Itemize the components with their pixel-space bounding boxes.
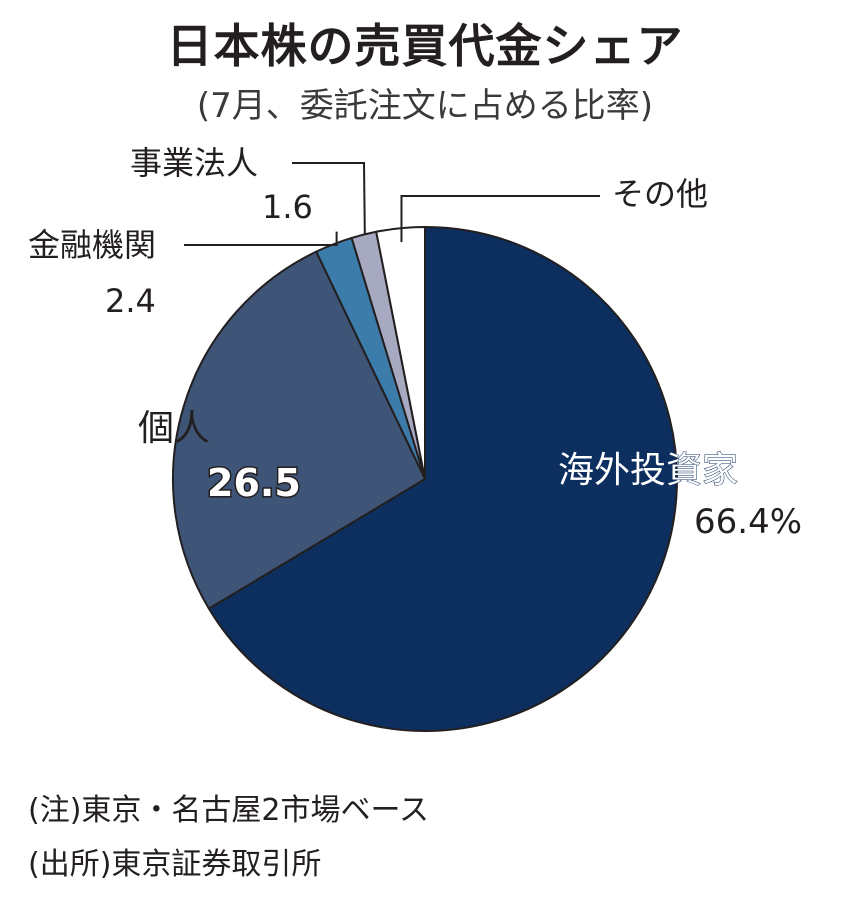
slice-label-4-value: 1.6	[262, 188, 313, 226]
leader-line-slice-4	[292, 162, 366, 235]
slice-label-3-name: 金融機関	[28, 226, 156, 264]
pie-slice-2	[172, 250, 426, 610]
slice-label-4-name: 事業法人	[130, 144, 258, 182]
note-source: (出所)東京証券取引所	[28, 847, 322, 882]
leader-line-slice-3	[184, 231, 338, 246]
chart-notes: (注)東京・名古屋2市場ベース (出所)東京証券取引所	[28, 784, 429, 892]
leader-line-slice-5	[400, 195, 600, 243]
slice-label-1-name: 海外投資家	[558, 450, 738, 491]
note-basis: (注)東京・名古屋2市場ベース	[28, 793, 429, 828]
slice-label-2-value: 26.5	[207, 461, 301, 505]
slice-label-5-name: その他	[612, 175, 708, 213]
slice-label-3-value: 2.4	[105, 282, 156, 320]
chart-subtitle: (7月、委託注文に占める比率)	[196, 86, 654, 126]
chart-title: 日本株の売買代金シェア	[166, 19, 684, 73]
pie-slice-1	[207, 226, 678, 732]
slice-label-2-name: 個人	[138, 408, 210, 449]
slice-label-1-value: 66.4%	[694, 502, 802, 542]
